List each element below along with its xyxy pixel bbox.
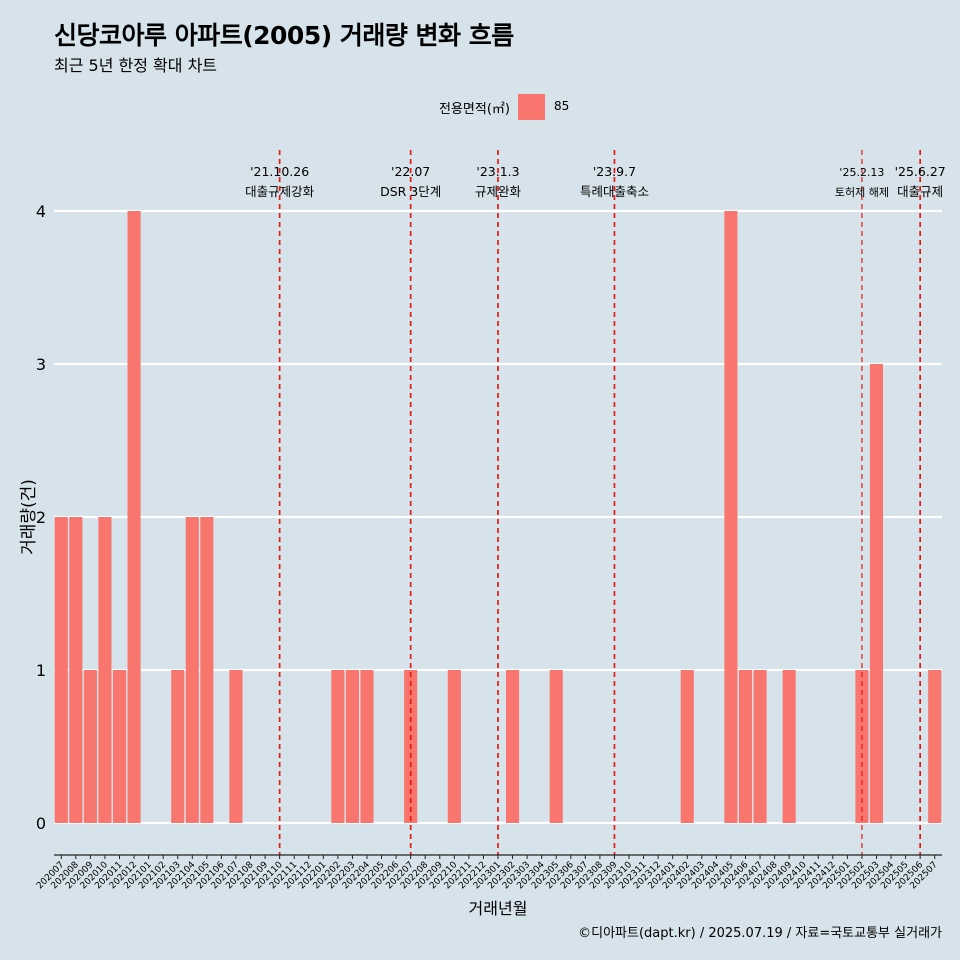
source-caption: ©디아파트(dapt.kr) / 2025.07.19 / 자료=국토교통부 실… xyxy=(578,926,942,941)
bar xyxy=(680,670,694,823)
legend: 전용면적(㎡) 85 xyxy=(0,92,960,122)
bar xyxy=(171,670,185,823)
bar xyxy=(54,517,68,823)
bar xyxy=(753,670,767,823)
bar xyxy=(549,670,563,823)
bar xyxy=(782,670,796,823)
legend-title: 전용면적(㎡) xyxy=(439,102,510,117)
legend-label: 85 xyxy=(554,99,570,113)
legend-swatch xyxy=(518,94,545,120)
x-axis-title: 거래년월 xyxy=(469,899,528,918)
bar xyxy=(112,670,127,823)
event-label: 특례대출축소 xyxy=(580,184,649,199)
event-date: '23.1.3 xyxy=(476,164,519,179)
bar xyxy=(360,670,374,823)
bar xyxy=(229,670,243,823)
chart-title: 신당코아루 아파트(2005) 거래량 변화 흐름 xyxy=(54,21,514,50)
event-date: '25.6.27 xyxy=(895,164,946,179)
bar xyxy=(869,364,884,823)
y-tick-label: 0 xyxy=(36,814,46,833)
bar xyxy=(127,211,141,823)
y-tick-label: 2 xyxy=(36,508,46,527)
event-label: 토허제 해제 xyxy=(835,185,889,199)
event-date: '22.07 xyxy=(391,164,430,179)
bar xyxy=(447,670,461,823)
bar xyxy=(345,670,359,823)
bar xyxy=(928,670,942,823)
event-label: DSR 3단계 xyxy=(380,184,441,199)
event-date: '21.10.26 xyxy=(250,164,309,179)
bar xyxy=(83,670,97,823)
y-axis-title: 거래량(건) xyxy=(19,479,39,555)
bar xyxy=(69,517,83,823)
bar xyxy=(738,670,753,823)
y-tick-label: 3 xyxy=(36,355,46,374)
event-label: 규제완화 xyxy=(475,184,522,199)
axes: 0123420200720200820200920201020201120201… xyxy=(35,202,942,891)
bar xyxy=(185,517,199,823)
bar xyxy=(200,517,214,823)
event-date: '23.9.7 xyxy=(593,164,636,179)
event-annotations: '21.10.26 대출규제강화 '22.07 DSR 3단계 '23.1.3 규제완화 '… xyxy=(245,150,946,855)
bar xyxy=(724,211,738,823)
chart-subtitle: 최근 5년 한정 확대 차트 xyxy=(54,56,218,75)
bar xyxy=(331,670,345,823)
bar xyxy=(98,517,112,823)
event-date: '25.2.13 xyxy=(839,166,884,179)
y-tick-label: 4 xyxy=(36,202,46,221)
event-label: 대출규제 xyxy=(897,184,943,199)
y-tick-label: 1 xyxy=(36,661,46,680)
event-label: 대출규제강화 xyxy=(245,184,315,199)
bar xyxy=(506,670,520,823)
